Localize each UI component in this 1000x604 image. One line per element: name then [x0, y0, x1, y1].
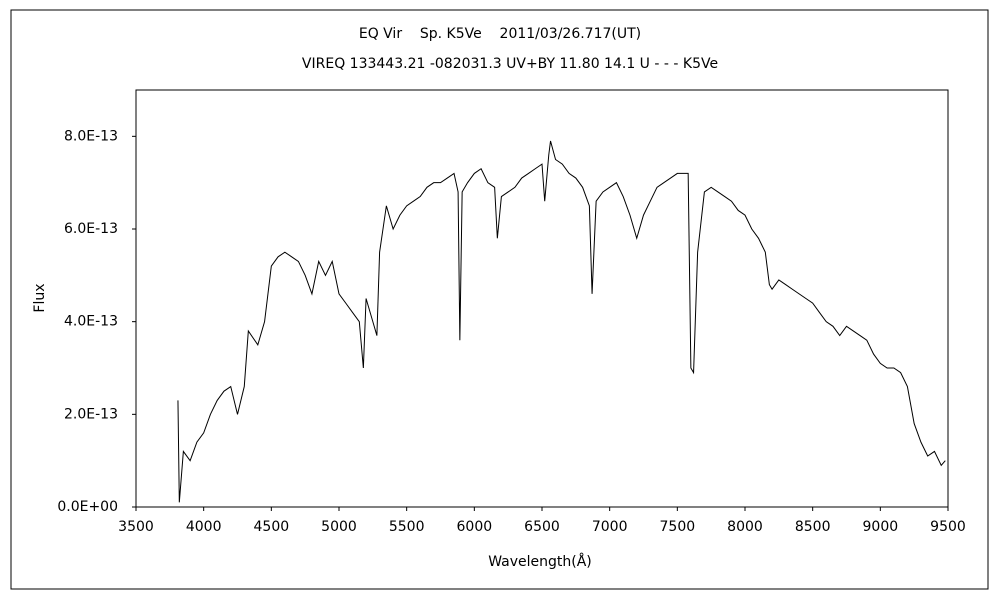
x-tick-label: 8500	[795, 519, 831, 535]
x-tick-label: 7000	[592, 519, 628, 535]
x-tick-label: 9500	[930, 519, 966, 535]
y-tick-label: 4.0E-13	[64, 314, 118, 330]
chart-subtitle: VIREQ 133443.21 -082031.3 UV+BY 11.80 14…	[302, 56, 718, 72]
y-tick-label: 8.0E-13	[64, 128, 118, 144]
x-tick-label: 7500	[660, 519, 696, 535]
x-tick-label: 6000	[457, 519, 493, 535]
y-axis-label: Flux	[32, 283, 48, 312]
x-axis-label: Wavelength(Å)	[488, 553, 592, 570]
chart-title: EQ Vir Sp. K5Ve 2011/03/26.717(UT)	[359, 26, 641, 42]
x-tick-label: 4500	[254, 519, 290, 535]
y-tick-label: 6.0E-13	[64, 221, 118, 237]
x-tick-label: 4000	[186, 519, 222, 535]
x-tick-label: 5500	[389, 519, 425, 535]
spectrum-line	[177, 140, 946, 503]
frame	[10, 9, 989, 590]
x-tick-label: 9000	[863, 519, 899, 535]
x-tick-label: 3500	[118, 519, 154, 535]
x-tick-label: 6500	[524, 519, 560, 535]
y-tick-label: 0.0E+00	[57, 499, 118, 515]
x-tick-label: 8000	[727, 519, 763, 535]
x-tick-label: 5000	[321, 519, 357, 535]
y-tick-label: 2.0E-13	[64, 406, 118, 422]
